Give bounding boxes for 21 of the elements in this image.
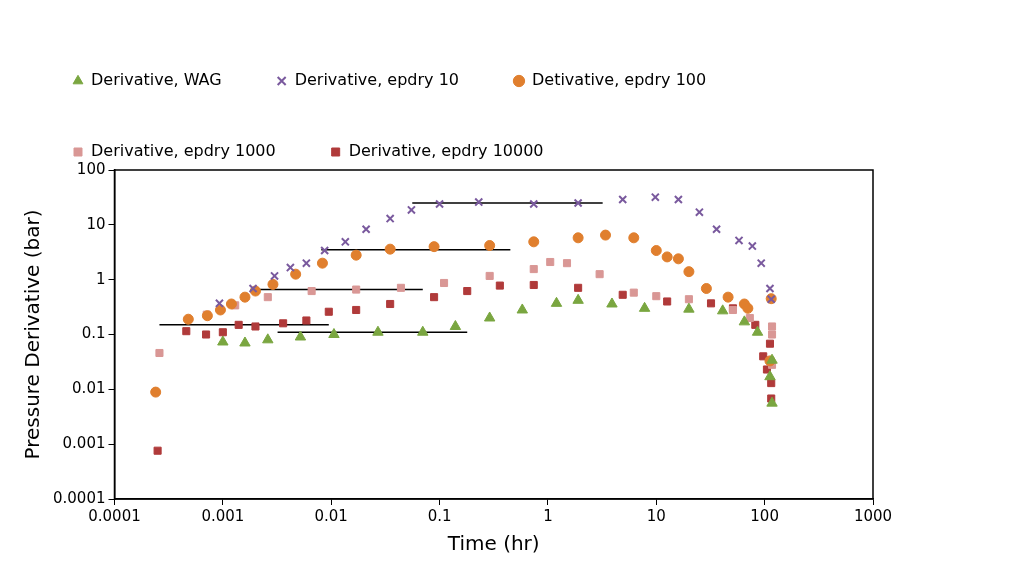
x-axis-title: Time (hr) xyxy=(446,531,540,556)
y-tick-label: 0.0001 xyxy=(52,488,106,507)
y-axis-title: Pressure Derivative (bar) xyxy=(20,209,45,460)
x-tick-label: 1000 xyxy=(853,506,893,525)
legend-label: Derivative, epdry 10 xyxy=(294,70,459,90)
legend-label: Derivative, epdry 10000 xyxy=(348,141,544,161)
legend-label: Derivative, WAG xyxy=(91,70,222,90)
legend-label: Detivative, epdry 100 xyxy=(531,70,707,90)
x-tick-label: 0.1 xyxy=(427,506,452,525)
x-tick-label: 100 xyxy=(750,506,779,525)
y-tick-label: 0.001 xyxy=(62,434,106,453)
x-tick-label: 0.001 xyxy=(201,506,245,525)
x-tick-label: 0.01 xyxy=(314,506,348,525)
y-tick-label: 1 xyxy=(95,269,106,288)
x-tick-label: 10 xyxy=(646,506,666,525)
y-tick-label: 0.01 xyxy=(72,379,106,398)
y-tick-label: 0.1 xyxy=(81,324,106,343)
y-tick-label: 100 xyxy=(76,159,106,178)
x-tick-label: 1 xyxy=(543,506,553,525)
legend-label: Derivative, epdry 1000 xyxy=(91,141,276,161)
y-tick-label: 10 xyxy=(86,214,106,233)
